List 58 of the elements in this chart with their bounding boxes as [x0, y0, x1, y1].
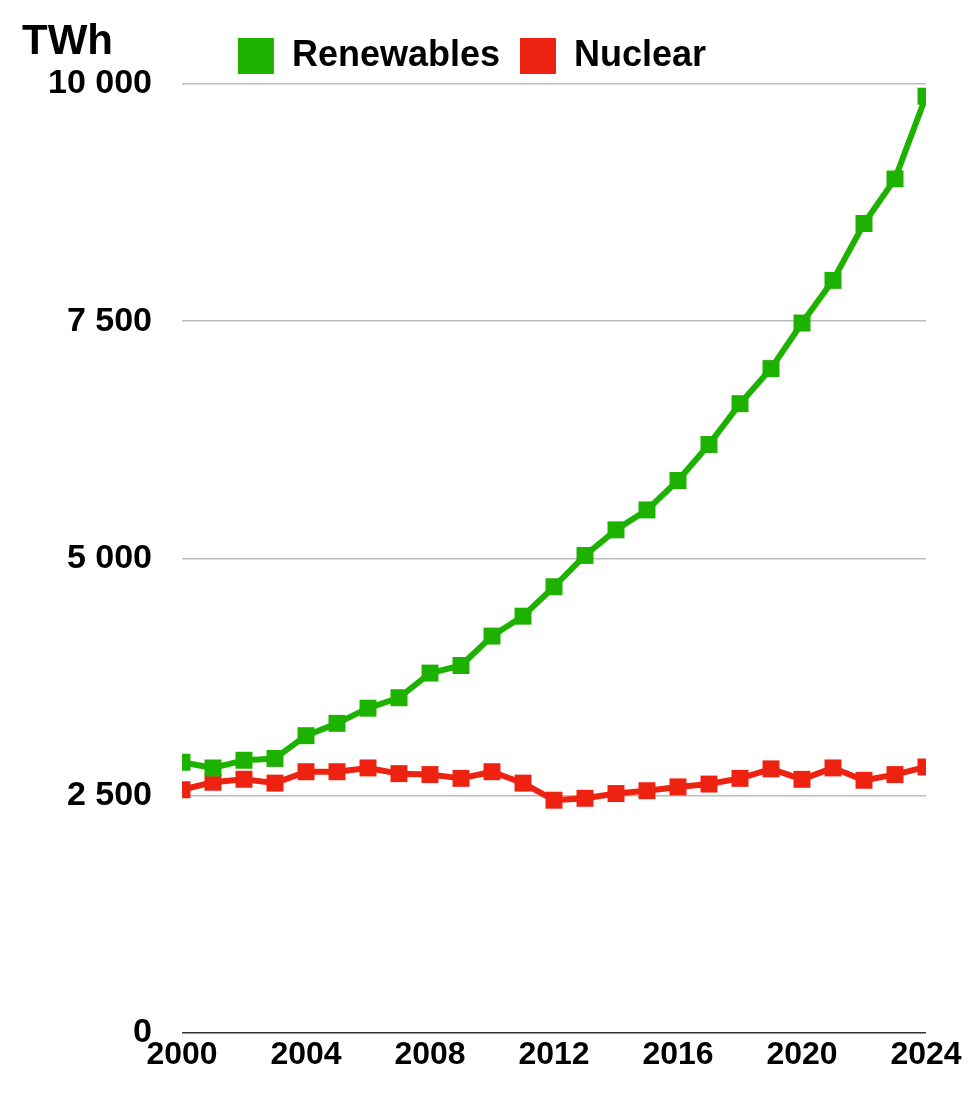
point	[359, 699, 377, 717]
point	[576, 546, 594, 564]
point	[731, 769, 749, 787]
point	[390, 765, 408, 783]
y-axis-title: TWh	[22, 16, 113, 64]
point	[452, 657, 470, 674]
point	[824, 271, 842, 289]
point	[483, 627, 501, 645]
point	[452, 769, 470, 787]
point	[886, 766, 904, 784]
point	[669, 778, 687, 796]
point	[297, 763, 315, 781]
point	[669, 472, 687, 489]
point	[700, 435, 718, 453]
point	[514, 607, 532, 625]
legend-label: Nuclear	[574, 32, 707, 74]
point	[204, 759, 222, 777]
y-tick-label: 7 500	[66, 299, 152, 338]
y-tick-label: 10 000	[47, 62, 152, 101]
point	[514, 774, 532, 792]
point	[328, 763, 346, 781]
point	[266, 774, 284, 792]
point	[607, 521, 625, 539]
y-tick-label: 2 500	[66, 773, 152, 812]
point	[855, 214, 873, 232]
point	[762, 760, 780, 778]
point	[855, 771, 873, 789]
point	[328, 714, 346, 732]
point	[359, 759, 377, 777]
point	[576, 789, 594, 807]
x-tick-label: 2012	[518, 1034, 590, 1071]
point	[700, 775, 718, 793]
point	[731, 395, 749, 413]
point	[762, 360, 780, 378]
point	[421, 664, 439, 682]
point	[266, 749, 284, 767]
x-tick-label: 2024	[890, 1034, 962, 1071]
x-tick-label: 2016	[642, 1034, 714, 1071]
point	[824, 759, 842, 777]
x-tick-label: 2004	[270, 1034, 342, 1071]
legend-label: Renewables	[291, 32, 501, 74]
x-tick-label: 2008	[394, 1034, 466, 1071]
point	[390, 689, 408, 707]
point	[607, 785, 625, 803]
point	[545, 791, 563, 809]
point	[297, 727, 315, 745]
point	[793, 314, 811, 332]
point	[793, 770, 811, 788]
point	[483, 763, 501, 781]
point	[545, 578, 563, 596]
point	[638, 501, 656, 519]
point	[638, 782, 656, 800]
x-tick-label: 2020	[766, 1034, 838, 1071]
point	[421, 766, 439, 784]
point	[235, 770, 253, 788]
point	[886, 170, 904, 188]
y-tick-label: 5 000	[66, 536, 152, 575]
point	[235, 751, 253, 769]
